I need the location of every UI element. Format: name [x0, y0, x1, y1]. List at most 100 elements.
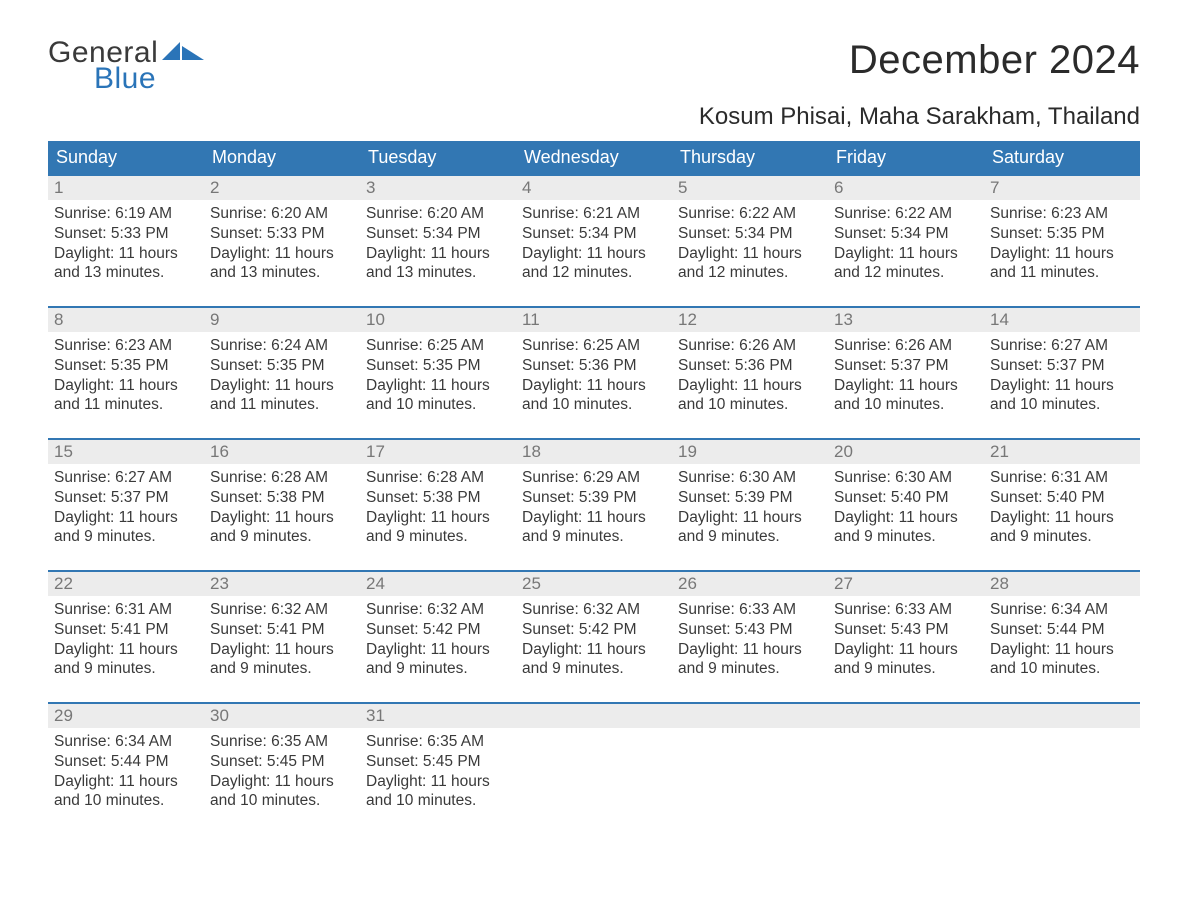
day-number: 28 [984, 572, 1140, 596]
daylight-text-1: Daylight: 11 hours [210, 640, 354, 660]
day-cell: Sunrise: 6:32 AMSunset: 5:42 PMDaylight:… [360, 596, 516, 686]
day-cell: Sunrise: 6:33 AMSunset: 5:43 PMDaylight:… [672, 596, 828, 686]
day-cell: Sunrise: 6:32 AMSunset: 5:41 PMDaylight:… [204, 596, 360, 686]
daylight-text-1: Daylight: 11 hours [834, 376, 978, 396]
daylight-text-1: Daylight: 11 hours [834, 508, 978, 528]
day-number: 13 [828, 308, 984, 332]
sunrise-text: Sunrise: 6:22 AM [678, 204, 822, 224]
sunrise-text: Sunrise: 6:24 AM [210, 336, 354, 356]
sunrise-text: Sunrise: 6:26 AM [834, 336, 978, 356]
daylight-text-1: Daylight: 11 hours [54, 508, 198, 528]
day-number: 24 [360, 572, 516, 596]
daylight-text-2: and 10 minutes. [522, 395, 666, 415]
sunrise-text: Sunrise: 6:26 AM [678, 336, 822, 356]
daylight-text-2: and 10 minutes. [990, 395, 1134, 415]
daylight-text-2: and 9 minutes. [210, 527, 354, 547]
day-cell: Sunrise: 6:26 AMSunset: 5:37 PMDaylight:… [828, 332, 984, 422]
location-subtitle: Kosum Phisai, Maha Sarakham, Thailand [699, 103, 1140, 131]
daylight-text-2: and 11 minutes. [990, 263, 1134, 283]
daylight-text-2: and 13 minutes. [366, 263, 510, 283]
week-row: 891011121314Sunrise: 6:23 AMSunset: 5:35… [48, 306, 1140, 422]
daynum-strip: 293031 [48, 704, 1140, 728]
daylight-text-2: and 11 minutes. [210, 395, 354, 415]
day-number: 8 [48, 308, 204, 332]
sunset-text: Sunset: 5:45 PM [366, 752, 510, 772]
daylight-text-1: Daylight: 11 hours [522, 508, 666, 528]
daylight-text-1: Daylight: 11 hours [522, 640, 666, 660]
sunrise-text: Sunrise: 6:31 AM [54, 600, 198, 620]
sunset-text: Sunset: 5:35 PM [366, 356, 510, 376]
day-cell: Sunrise: 6:23 AMSunset: 5:35 PMDaylight:… [48, 332, 204, 422]
day-cell: Sunrise: 6:24 AMSunset: 5:35 PMDaylight:… [204, 332, 360, 422]
daylight-text-1: Daylight: 11 hours [678, 640, 822, 660]
day-cell: Sunrise: 6:23 AMSunset: 5:35 PMDaylight:… [984, 200, 1140, 290]
day-number: 6 [828, 176, 984, 200]
daylight-text-1: Daylight: 11 hours [210, 376, 354, 396]
daylight-text-1: Daylight: 11 hours [210, 508, 354, 528]
daylight-text-2: and 13 minutes. [54, 263, 198, 283]
daylight-text-2: and 9 minutes. [522, 527, 666, 547]
day-number: 16 [204, 440, 360, 464]
week-row: 22232425262728Sunrise: 6:31 AMSunset: 5:… [48, 570, 1140, 686]
sunrise-text: Sunrise: 6:28 AM [210, 468, 354, 488]
daylight-text-1: Daylight: 11 hours [678, 244, 822, 264]
day-cell: Sunrise: 6:35 AMSunset: 5:45 PMDaylight:… [360, 728, 516, 818]
day-number: 20 [828, 440, 984, 464]
week-row: 1234567Sunrise: 6:19 AMSunset: 5:33 PMDa… [48, 174, 1140, 290]
daynum-strip: 891011121314 [48, 308, 1140, 332]
day-cell: Sunrise: 6:20 AMSunset: 5:34 PMDaylight:… [360, 200, 516, 290]
daylight-text-1: Daylight: 11 hours [678, 508, 822, 528]
daylight-text-1: Daylight: 11 hours [990, 244, 1134, 264]
sunrise-text: Sunrise: 6:30 AM [834, 468, 978, 488]
day-cell [984, 728, 1140, 818]
day-number: 17 [360, 440, 516, 464]
sunset-text: Sunset: 5:44 PM [54, 752, 198, 772]
day-cell: Sunrise: 6:34 AMSunset: 5:44 PMDaylight:… [48, 728, 204, 818]
daylight-text-2: and 12 minutes. [522, 263, 666, 283]
day-cell: Sunrise: 6:35 AMSunset: 5:45 PMDaylight:… [204, 728, 360, 818]
sunrise-text: Sunrise: 6:20 AM [210, 204, 354, 224]
day-cell: Sunrise: 6:20 AMSunset: 5:33 PMDaylight:… [204, 200, 360, 290]
sunset-text: Sunset: 5:40 PM [990, 488, 1134, 508]
sunrise-text: Sunrise: 6:25 AM [366, 336, 510, 356]
sunset-text: Sunset: 5:37 PM [990, 356, 1134, 376]
sunrise-text: Sunrise: 6:25 AM [522, 336, 666, 356]
day-cell: Sunrise: 6:19 AMSunset: 5:33 PMDaylight:… [48, 200, 204, 290]
daylight-text-2: and 10 minutes. [54, 791, 198, 811]
daylight-text-2: and 9 minutes. [678, 527, 822, 547]
daylight-text-2: and 10 minutes. [366, 791, 510, 811]
daylight-text-1: Daylight: 11 hours [522, 376, 666, 396]
weekday-header: Monday [204, 141, 360, 174]
sunrise-text: Sunrise: 6:34 AM [990, 600, 1134, 620]
day-cell: Sunrise: 6:30 AMSunset: 5:39 PMDaylight:… [672, 464, 828, 554]
day-number: 12 [672, 308, 828, 332]
daylight-text-1: Daylight: 11 hours [366, 244, 510, 264]
sunrise-text: Sunrise: 6:32 AM [522, 600, 666, 620]
day-number: 18 [516, 440, 672, 464]
day-cell: Sunrise: 6:34 AMSunset: 5:44 PMDaylight:… [984, 596, 1140, 686]
day-number [828, 704, 984, 728]
day-number: 3 [360, 176, 516, 200]
day-cell: Sunrise: 6:25 AMSunset: 5:36 PMDaylight:… [516, 332, 672, 422]
sail-icon [162, 40, 206, 66]
page-title: December 2024 [699, 38, 1140, 83]
daylight-text-2: and 9 minutes. [54, 659, 198, 679]
day-cell: Sunrise: 6:22 AMSunset: 5:34 PMDaylight:… [672, 200, 828, 290]
day-cell: Sunrise: 6:27 AMSunset: 5:37 PMDaylight:… [48, 464, 204, 554]
day-cell: Sunrise: 6:21 AMSunset: 5:34 PMDaylight:… [516, 200, 672, 290]
day-number: 22 [48, 572, 204, 596]
sunset-text: Sunset: 5:35 PM [990, 224, 1134, 244]
day-number: 25 [516, 572, 672, 596]
day-cell: Sunrise: 6:28 AMSunset: 5:38 PMDaylight:… [204, 464, 360, 554]
weekday-header: Thursday [672, 141, 828, 174]
daylight-text-1: Daylight: 11 hours [210, 244, 354, 264]
daylight-text-2: and 10 minutes. [366, 395, 510, 415]
day-cell: Sunrise: 6:25 AMSunset: 5:35 PMDaylight:… [360, 332, 516, 422]
day-cell: Sunrise: 6:26 AMSunset: 5:36 PMDaylight:… [672, 332, 828, 422]
sunset-text: Sunset: 5:38 PM [366, 488, 510, 508]
day-cell [672, 728, 828, 818]
day-cell: Sunrise: 6:29 AMSunset: 5:39 PMDaylight:… [516, 464, 672, 554]
day-number: 26 [672, 572, 828, 596]
day-number: 2 [204, 176, 360, 200]
sunrise-text: Sunrise: 6:21 AM [522, 204, 666, 224]
